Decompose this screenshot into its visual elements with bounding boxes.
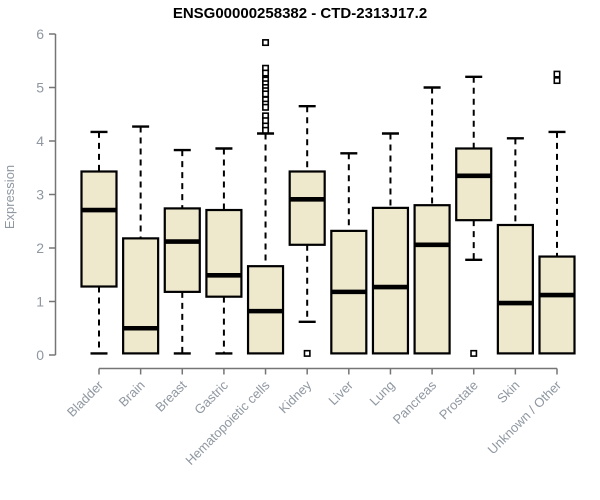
x-tick-label-bladder: Bladder — [64, 377, 107, 420]
outlier-point — [553, 77, 561, 85]
outlier-point — [303, 349, 311, 357]
iqr-box — [288, 170, 326, 246]
box-liver — [330, 152, 368, 355]
y-tick-label: 3 — [36, 187, 44, 203]
x-tick-label-prostate: Prostate — [436, 378, 481, 423]
chart-title: ENSG00000258382 - CTD-2313J17.2 — [172, 5, 428, 22]
y-tick-label: 2 — [36, 240, 44, 256]
iqr-box — [122, 237, 160, 355]
iqr-box — [371, 206, 410, 355]
box-kidney — [288, 105, 326, 357]
x-tick-label-lung: Lung — [367, 378, 398, 409]
y-tick-label: 6 — [36, 26, 44, 42]
y-tick-label: 4 — [36, 133, 44, 149]
outlier-point — [262, 69, 270, 77]
box-gastric — [205, 147, 243, 355]
y-tick-label: 0 — [36, 347, 44, 363]
y-axis-title: Expression — [2, 165, 17, 229]
box-brain — [122, 125, 160, 355]
outlier-point — [262, 90, 270, 98]
y-axis: 0 1 2 3 4 5 6 Expression — [2, 26, 57, 363]
x-tick-label-pancreas: Pancreas — [390, 377, 440, 427]
iqr-box — [80, 170, 118, 288]
outlier-point — [262, 39, 270, 47]
box-pancreas — [413, 86, 451, 355]
y-tick-label: 5 — [36, 80, 44, 96]
x-tick-label-skin: Skin — [494, 378, 522, 406]
box-prostate — [455, 75, 493, 357]
iqr-box — [205, 208, 243, 298]
y-tick-label: 1 — [36, 294, 44, 310]
iqr-box — [413, 204, 451, 355]
box-skin — [496, 137, 534, 355]
iqr-box — [455, 147, 493, 222]
box-hematopoietic-cells — [246, 39, 285, 355]
box-bladder — [80, 130, 118, 355]
iqr-box — [163, 207, 201, 293]
outlier-point — [262, 126, 270, 134]
box-unknown-other — [538, 70, 576, 355]
outlier-point — [262, 103, 270, 111]
box-lung — [371, 132, 410, 355]
x-tick-label-kidney: Kidney — [276, 377, 315, 416]
box-breast — [163, 148, 201, 355]
iqr-box — [496, 223, 534, 355]
x-tick-label-breast: Breast — [152, 377, 189, 414]
x-tick-label-brain: Brain — [116, 378, 148, 410]
x-tick-label-gastric: Gastric — [191, 377, 231, 417]
x-tick-label-unknown-other: Unknown / Other — [485, 377, 565, 457]
outlier-point — [470, 349, 478, 357]
iqr-box — [538, 255, 576, 355]
outlier-point — [553, 70, 561, 78]
x-tick-label-liver: Liver — [325, 377, 356, 408]
